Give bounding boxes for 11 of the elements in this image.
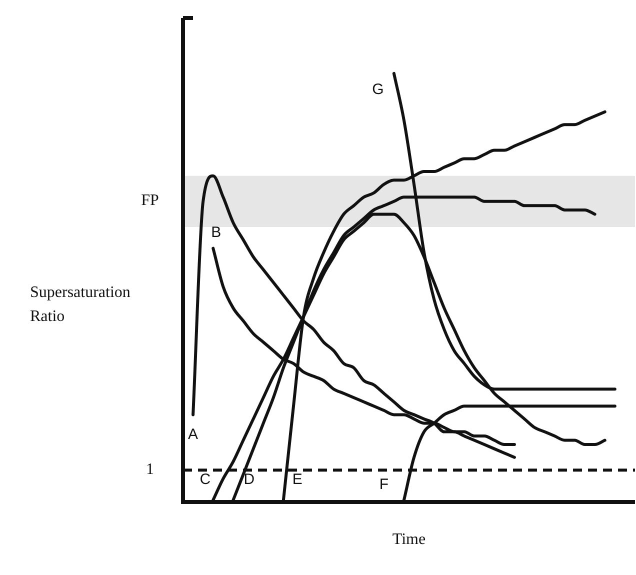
series-label: B — [211, 223, 222, 244]
series-label: C — [200, 470, 211, 490]
y-axis-title: Supersaturation Ratio — [30, 283, 132, 327]
text: 1 — [146, 460, 154, 480]
x-axis-title: Time — [392, 530, 426, 550]
series-label: G — [372, 80, 384, 100]
series-label: A — [188, 424, 198, 445]
band-label: FP — [141, 191, 159, 212]
series-label: F — [379, 475, 389, 495]
series-label: D — [244, 470, 255, 490]
series-label: E — [292, 470, 302, 490]
